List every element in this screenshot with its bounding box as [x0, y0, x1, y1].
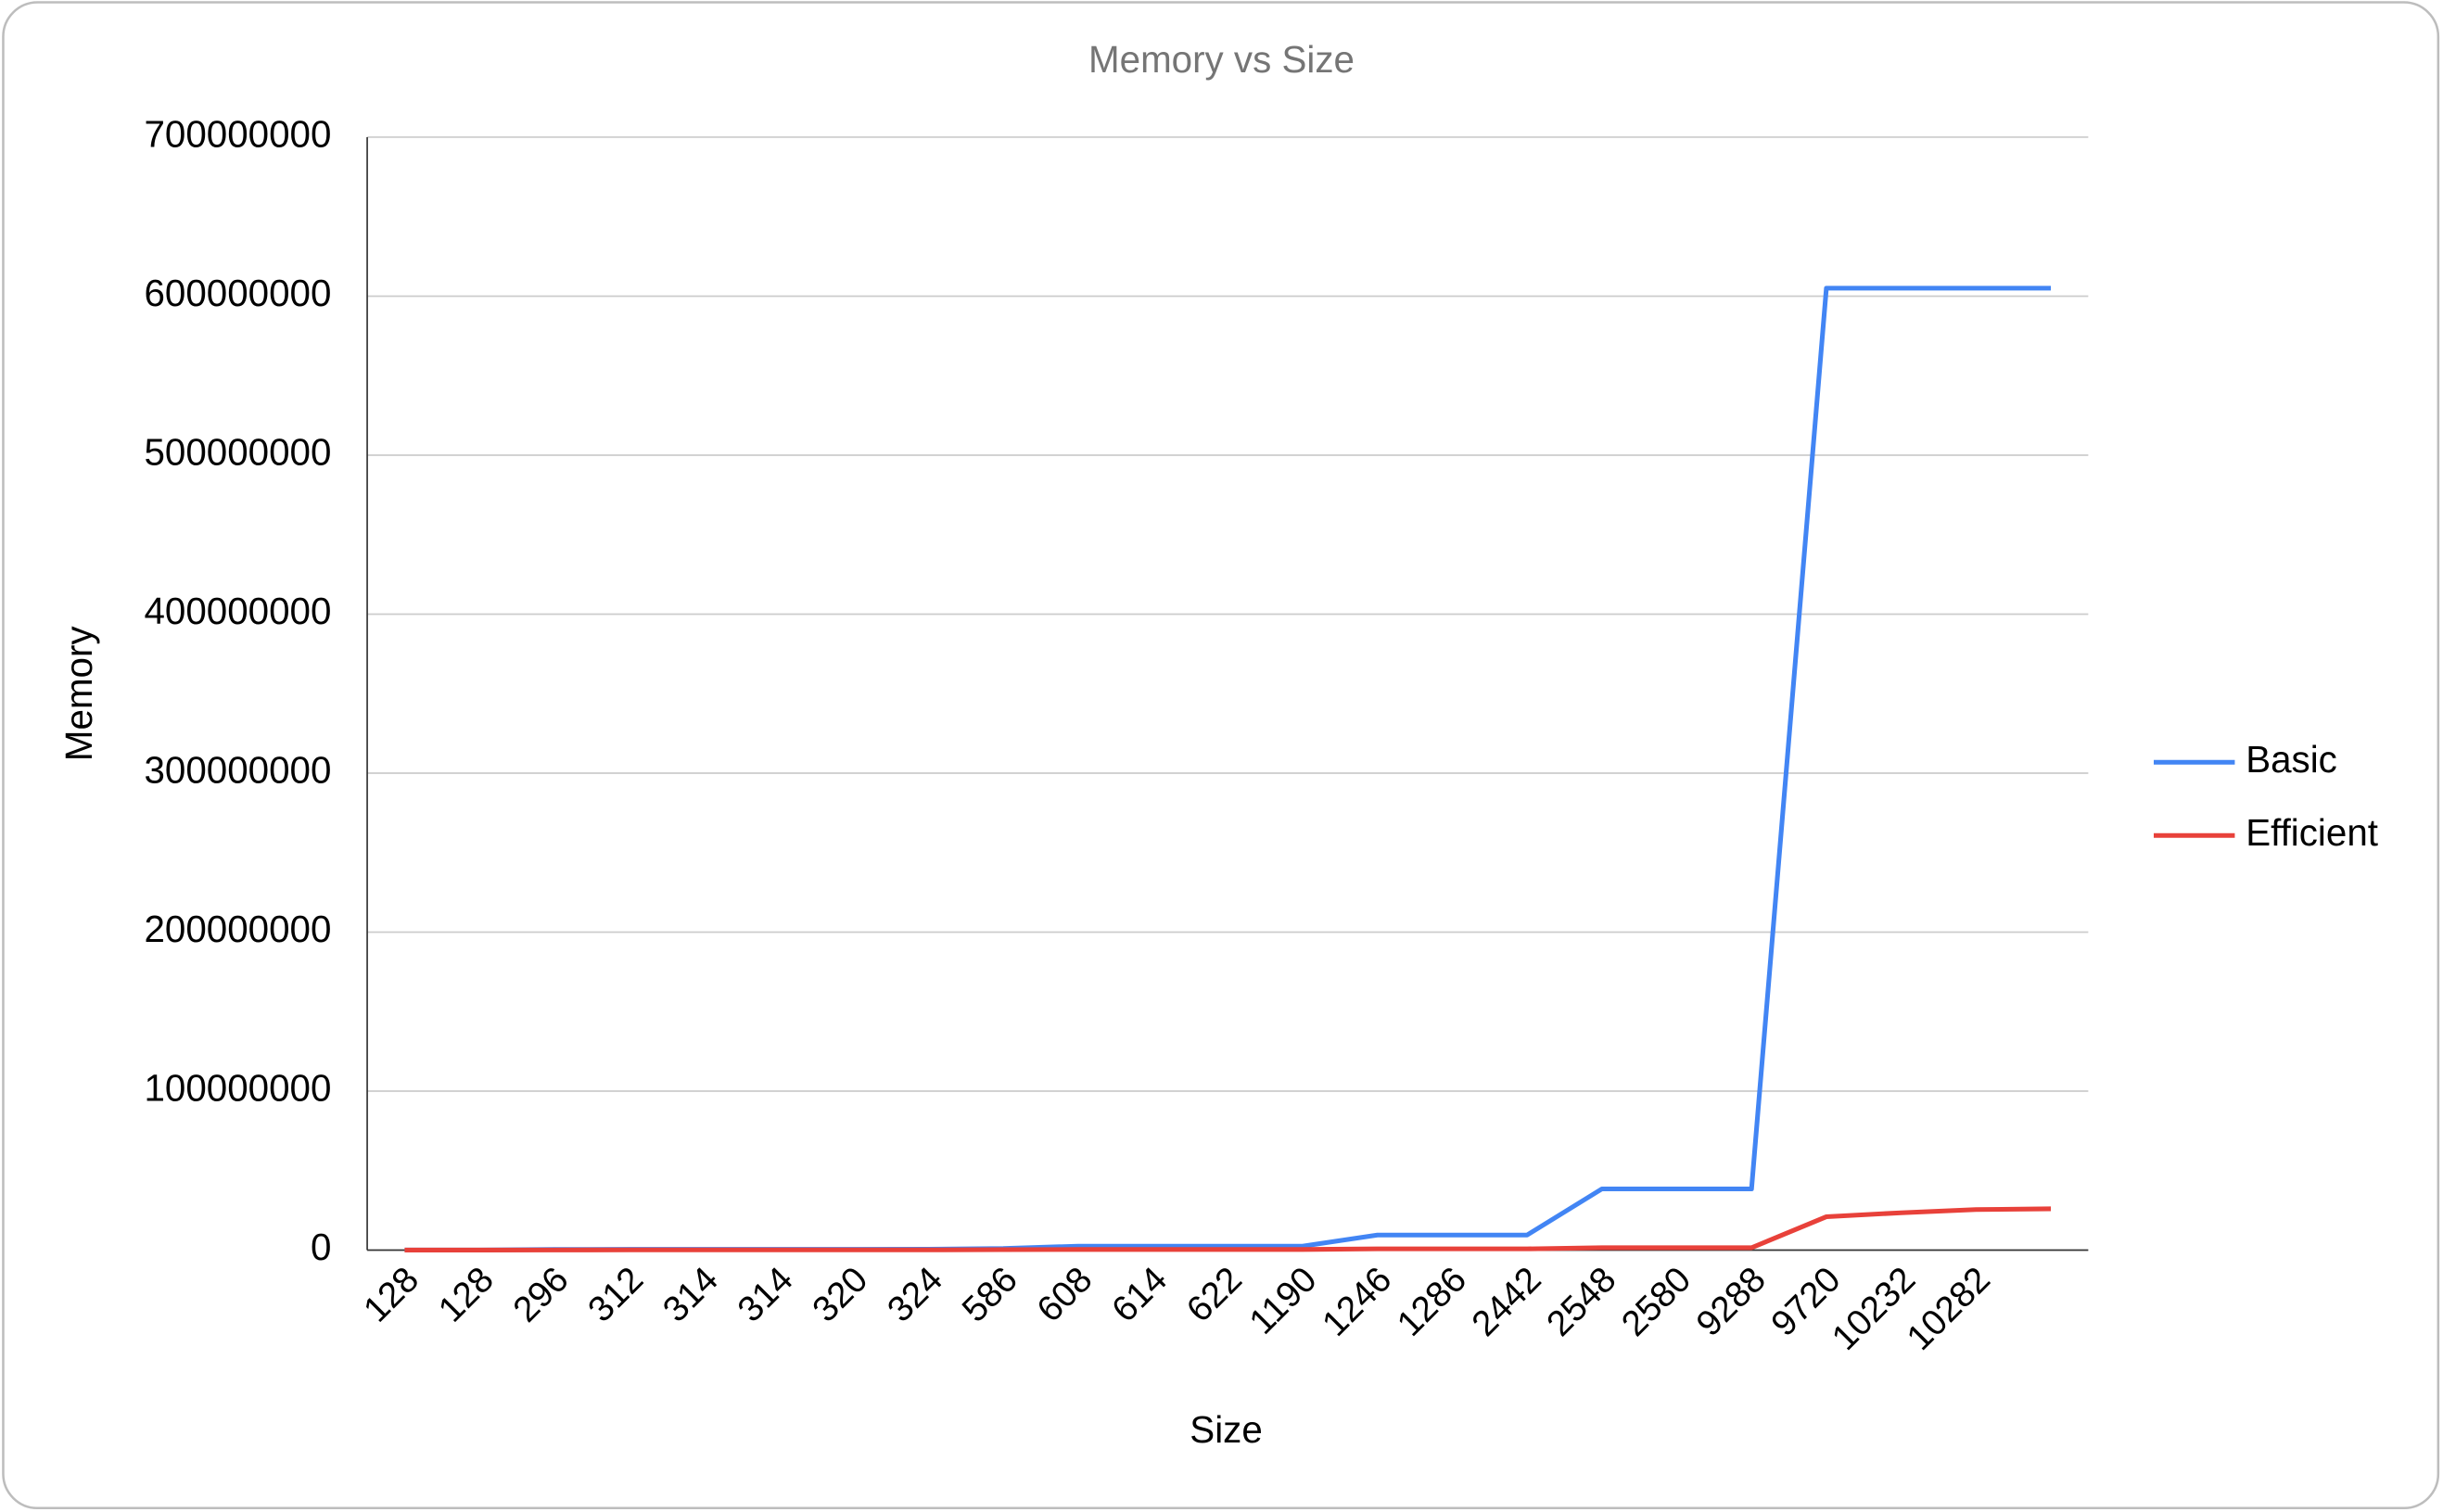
y-tick-label: 100000000	[144, 1067, 331, 1110]
y-axis-title: Memory	[57, 626, 100, 762]
x-axis-title: Size	[1190, 1408, 1262, 1451]
legend-label: Basic	[2246, 738, 2337, 781]
chart-title: Memory vs Size	[1088, 38, 1355, 81]
y-tick-label: 700000000	[144, 113, 331, 156]
y-tick-label: 500000000	[144, 431, 331, 474]
y-tick-label: 300000000	[144, 749, 331, 792]
legend-label: Efficient	[2246, 811, 2378, 854]
y-tick-label: 200000000	[144, 908, 331, 950]
series-line	[404, 1206, 2052, 1252]
y-tick-label: 600000000	[144, 272, 331, 314]
y-tick-label: 0	[311, 1226, 331, 1268]
y-tick-label: 400000000	[144, 590, 331, 632]
